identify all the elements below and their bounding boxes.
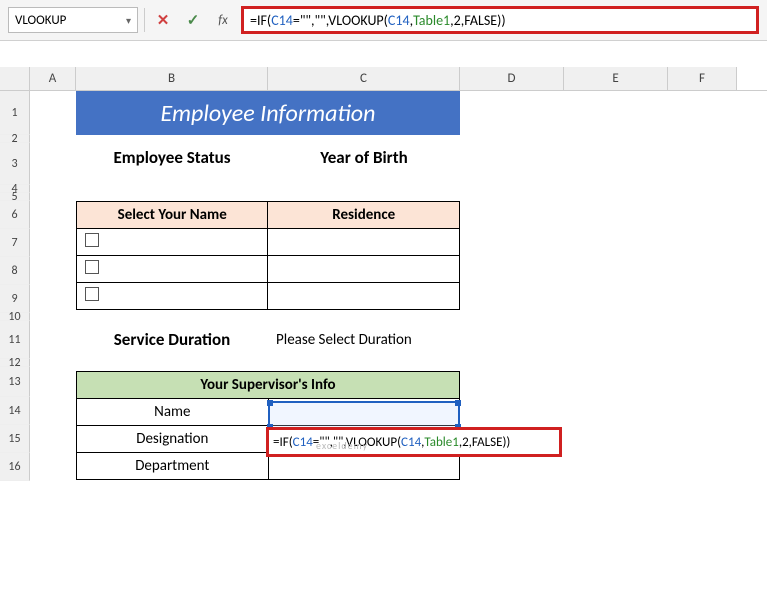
- formula-bar: VLOOKUP ▾ ✕ ✓ fx =IF(C14="","",VLOOKUP(C…: [0, 0, 767, 41]
- table-cell[interactable]: [268, 256, 460, 283]
- formula-ref: C14: [271, 12, 293, 29]
- row-header[interactable]: 3: [0, 143, 30, 185]
- table-cell[interactable]: [77, 256, 268, 283]
- table-cell[interactable]: [77, 229, 268, 256]
- checkbox-icon[interactable]: [85, 233, 99, 247]
- cell-editing-c15[interactable]: =IF(C14="","",VLOOKUP(C14,Table1,2,FALSE…: [266, 427, 562, 457]
- formula-ref: C14: [388, 12, 410, 29]
- col-header[interactable]: C: [268, 67, 460, 90]
- table-cell-label: Designation: [77, 426, 269, 453]
- selection-handle[interactable]: [267, 400, 273, 406]
- confirm-icon[interactable]: ✓: [181, 8, 205, 32]
- checkbox-icon[interactable]: [85, 260, 99, 274]
- table-cell[interactable]: [268, 283, 460, 310]
- title-banner: Employee Information: [76, 91, 460, 135]
- table-cell-label: Name: [77, 399, 269, 426]
- formula-token: ,FALSE: [461, 12, 497, 29]
- spreadsheet-grid: A B C D E F 12345678910111213141516 Empl…: [0, 67, 767, 481]
- table-header: Residence: [268, 202, 460, 229]
- formula-token: =IF(: [273, 435, 293, 450]
- select-all-corner[interactable]: [0, 67, 30, 90]
- name-box-value: VLOOKUP: [15, 13, 66, 28]
- row-header[interactable]: 15: [0, 425, 30, 453]
- heading-service-duration: Service Duration: [76, 329, 268, 350]
- row-header[interactable]: 10: [0, 313, 30, 321]
- col-header[interactable]: D: [460, 67, 564, 90]
- table-header: Your Supervisor's Info: [77, 372, 460, 399]
- fx-icon[interactable]: fx: [211, 8, 235, 32]
- row-header[interactable]: 16: [0, 453, 30, 481]
- column-headers: A B C D E F: [0, 67, 767, 91]
- heading-year-of-birth: Year of Birth: [268, 147, 460, 168]
- cancel-icon[interactable]: ✕: [151, 8, 175, 32]
- formula-num: 2: [462, 435, 469, 450]
- heading-employee-status: Employee Status: [76, 147, 268, 168]
- watermark: exceldemy: [316, 439, 368, 452]
- formula-token: =IF(: [250, 12, 271, 29]
- row-header[interactable]: 11: [0, 321, 30, 359]
- formula-num: 2: [454, 12, 461, 29]
- table-header: Select Your Name: [77, 202, 268, 229]
- row-header[interactable]: 7: [0, 229, 30, 257]
- row-header[interactable]: 8: [0, 257, 30, 285]
- row-header[interactable]: 1: [0, 91, 30, 135]
- col-header[interactable]: B: [76, 67, 268, 90]
- checkbox-icon[interactable]: [85, 287, 99, 301]
- row-header[interactable]: 13: [0, 367, 30, 397]
- row-header[interactable]: 5: [0, 193, 30, 201]
- formula-token: )): [497, 12, 506, 29]
- selection-handle[interactable]: [455, 400, 461, 406]
- cells-area[interactable]: Employee Information Employee Status Yea…: [30, 91, 767, 481]
- col-header[interactable]: E: [564, 67, 668, 90]
- formula-token: )): [502, 435, 510, 450]
- row-headers: 12345678910111213141516: [0, 91, 30, 481]
- row-header[interactable]: 2: [0, 135, 30, 143]
- formula-input[interactable]: =IF(C14="","",VLOOKUP(C14,Table1,2,FALSE…: [241, 6, 759, 34]
- reference-highlight-c14: [268, 401, 460, 429]
- chevron-down-icon[interactable]: ▾: [126, 14, 131, 27]
- formula-table: Table1: [413, 12, 450, 29]
- row-header[interactable]: 12: [0, 359, 30, 367]
- formula-token: ="","",VLOOKUP(: [293, 12, 388, 29]
- name-box[interactable]: VLOOKUP ▾: [8, 7, 138, 33]
- table-cell-label: Department: [77, 453, 269, 480]
- formula-ref: C14: [293, 435, 313, 450]
- formula-ref: C14: [401, 435, 421, 450]
- row-header[interactable]: 6: [0, 201, 30, 229]
- formula-token: ,FALSE: [469, 435, 503, 450]
- separator: [144, 8, 145, 32]
- text-please-select: Please Select Duration: [276, 331, 412, 349]
- row-header[interactable]: 14: [0, 397, 30, 425]
- col-header[interactable]: F: [668, 67, 737, 90]
- formula-table: Table1: [424, 435, 458, 450]
- col-header[interactable]: A: [30, 67, 76, 90]
- table-cell[interactable]: [77, 283, 268, 310]
- name-residence-table: Select Your Name Residence: [76, 201, 460, 310]
- table-cell[interactable]: [268, 229, 460, 256]
